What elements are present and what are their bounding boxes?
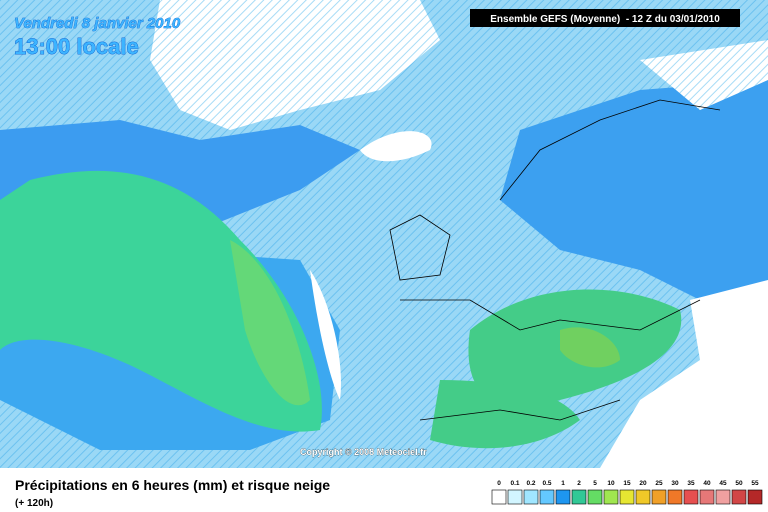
- legend-label: 50: [735, 480, 743, 487]
- legend-label: 20: [639, 480, 647, 487]
- legend-swatch: [683, 489, 699, 505]
- coastline: [499, 99, 721, 201]
- legend-label: 5: [593, 480, 597, 487]
- precip-zone: [560, 327, 620, 368]
- legend-label: 30: [671, 480, 679, 487]
- legend-swatch: [731, 489, 747, 505]
- snow-zone: [640, 40, 768, 110]
- legend-swatch: [491, 489, 507, 505]
- legend-label: 10: [607, 480, 615, 487]
- legend-swatch: [539, 489, 555, 505]
- precip-zone: [0, 170, 322, 432]
- legend-label: 0: [497, 480, 501, 487]
- precip-zone: [430, 380, 580, 449]
- legend-swatch: [635, 489, 651, 505]
- dry-zone: [310, 270, 341, 400]
- legend-swatch: [667, 489, 683, 505]
- map-time: 13:00 locale: [14, 34, 139, 59]
- model-info-box: [470, 9, 740, 27]
- map-date: Vendredi 8 janvier 2010: [14, 15, 181, 32]
- legend-label: 15: [623, 480, 631, 487]
- legend-label: 0.1: [510, 480, 519, 487]
- legend-label: 55: [751, 480, 759, 487]
- legend-swatch: [747, 489, 763, 505]
- legend-swatch: [715, 489, 731, 505]
- precip-zone: [230, 240, 310, 406]
- legend-swatch: [507, 489, 523, 505]
- map: [0, 0, 768, 468]
- legend: 0 0.1 0.2 0.5 1 2 5 10 15 20 25 30 35 40 45 50 55: [491, 480, 763, 505]
- legend-swatch: [587, 489, 603, 505]
- model-info: Ensemble GEFS (Moyenne) - 12 Z du 03/01/…: [490, 14, 720, 25]
- legend-swatch: [571, 489, 587, 505]
- legend-label: 45: [719, 480, 727, 487]
- caption-title: Précipitations en 6 heures (mm) et risqu…: [15, 477, 330, 493]
- coastline: [400, 299, 701, 421]
- legend-swatch: [603, 489, 619, 505]
- legend-label: 35: [687, 480, 695, 487]
- legend-swatch: [619, 489, 635, 505]
- dry-land: [600, 280, 768, 468]
- legend-label: 25: [655, 480, 663, 487]
- legend-label: 1: [561, 480, 565, 487]
- legend-swatch: [651, 489, 667, 505]
- precip-zone: [500, 80, 768, 300]
- caption-lead: (+ 120h): [15, 498, 53, 509]
- coastline: [389, 214, 451, 281]
- legend-label: 0.2: [526, 480, 535, 487]
- copyright: Copyright © 2008 Meteociel.fr: [300, 447, 427, 457]
- legend-label: 0.5: [542, 480, 551, 487]
- greenland: [150, 0, 440, 130]
- legend-swatch: [523, 489, 539, 505]
- legend-swatch: [555, 489, 571, 505]
- legend-label: 2: [577, 480, 581, 487]
- dry-zone: [360, 131, 432, 162]
- legend-swatch: [699, 489, 715, 505]
- legend-label: 40: [703, 480, 711, 487]
